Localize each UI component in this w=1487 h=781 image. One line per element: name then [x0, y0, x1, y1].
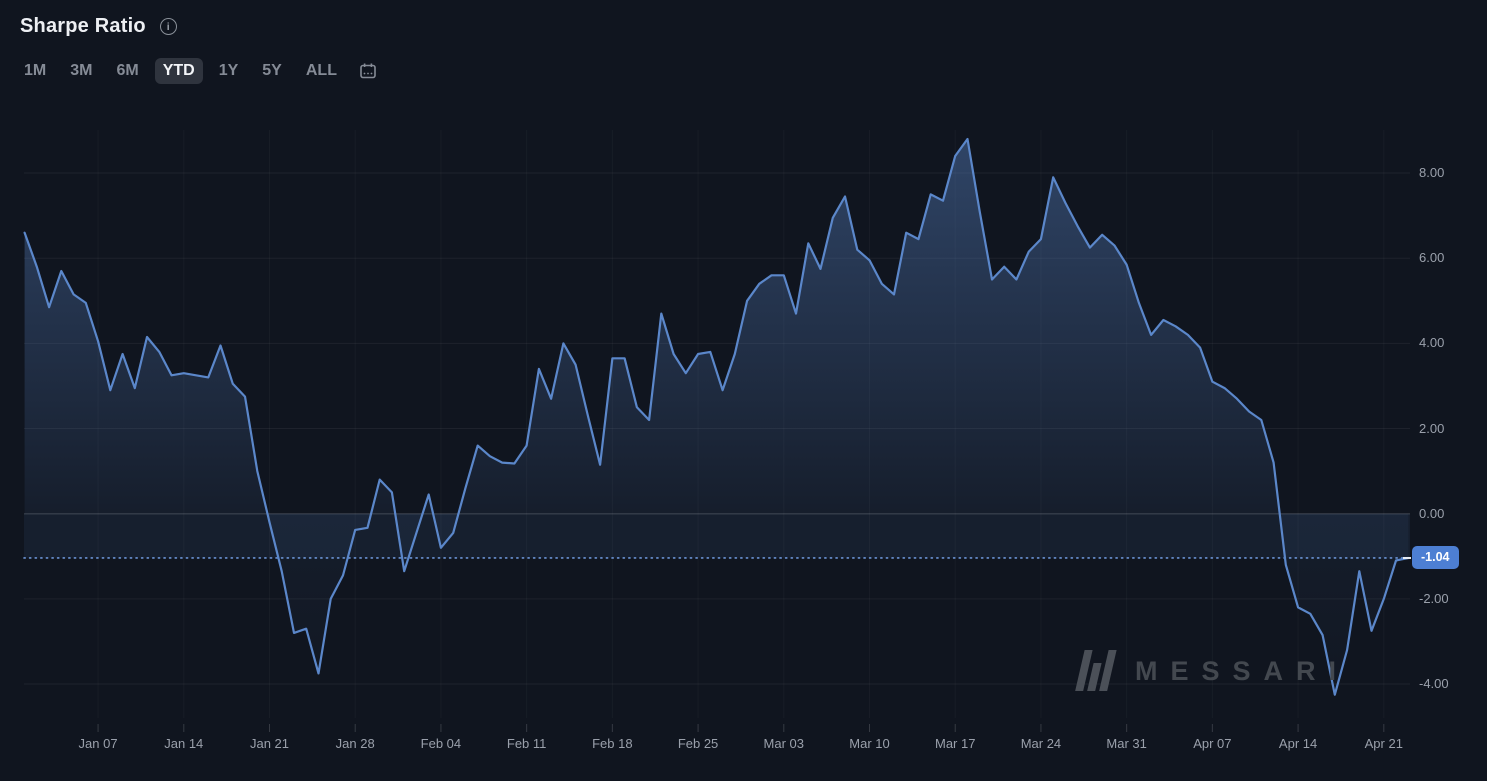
watermark-text: MESSARI: [1135, 655, 1350, 686]
range-button-1m[interactable]: 1M: [24, 62, 47, 79]
x-axis-label: Feb 25: [677, 736, 719, 751]
range-button-ytd[interactable]: YTD: [154, 58, 203, 84]
chart-header: Sharpe Ratio i: [20, 15, 177, 38]
x-axis-label: Mar 10: [849, 736, 890, 751]
x-axis-label: Apr 07: [1193, 736, 1232, 751]
x-axis-label: Feb 11: [506, 736, 547, 751]
x-axis-label: Mar 24: [1020, 736, 1062, 751]
x-axis-label: Jan 28: [335, 736, 375, 751]
calendar-icon[interactable]: [359, 62, 377, 80]
x-axis-label: Feb 04: [420, 736, 462, 751]
range-selector: 1M 3M 6M YTD 1Y 5Y ALL: [16, 58, 377, 84]
x-axis-label: Jan 21: [249, 736, 290, 751]
y-axis-label: 6.00: [1419, 250, 1445, 266]
y-axis-label: -2.00: [1419, 590, 1449, 606]
range-button-3m[interactable]: 3M: [70, 62, 93, 79]
x-axis-label: Apr 21: [1364, 736, 1403, 751]
x-axis-label: Jan 07: [78, 736, 118, 751]
current-value-tick: [1403, 556, 1411, 559]
watermark: MESSARI: [1073, 644, 1349, 697]
zero-band: [24, 513, 1410, 558]
y-axis-label: -4.00: [1419, 676, 1449, 692]
y-axis-label: 8.00: [1419, 165, 1445, 181]
info-circle-icon[interactable]: i: [159, 18, 177, 35]
range-button-6m[interactable]: 6M: [116, 62, 139, 79]
y-axis-label: 2.00: [1419, 420, 1445, 436]
x-axis-label: Mar 31: [1106, 736, 1147, 751]
y-axis-label: 4.00: [1419, 335, 1445, 351]
page-title: Sharpe Ratio: [20, 15, 146, 37]
y-axis-label: 0.00: [1419, 505, 1445, 521]
current-value-badge: -1.04: [1412, 545, 1459, 569]
range-button-1y[interactable]: 1Y: [218, 62, 239, 79]
messari-logo: [1073, 644, 1117, 697]
range-button-5y[interactable]: 5Y: [262, 62, 282, 79]
x-axis-label: Jan 14: [164, 736, 204, 751]
range-buttons: 1M 3M 6M YTD 1Y 5Y ALL: [16, 58, 345, 84]
x-axis-label: Apr 14: [1278, 736, 1318, 751]
series-line: [23, 137, 1410, 696]
x-axis-label: Feb 18: [592, 736, 633, 751]
x-axis-label: Mar 03: [763, 736, 805, 751]
range-button-all[interactable]: ALL: [305, 62, 337, 79]
x-axis-label: Mar 17: [934, 736, 976, 751]
area-fill: [24, 139, 1409, 695]
